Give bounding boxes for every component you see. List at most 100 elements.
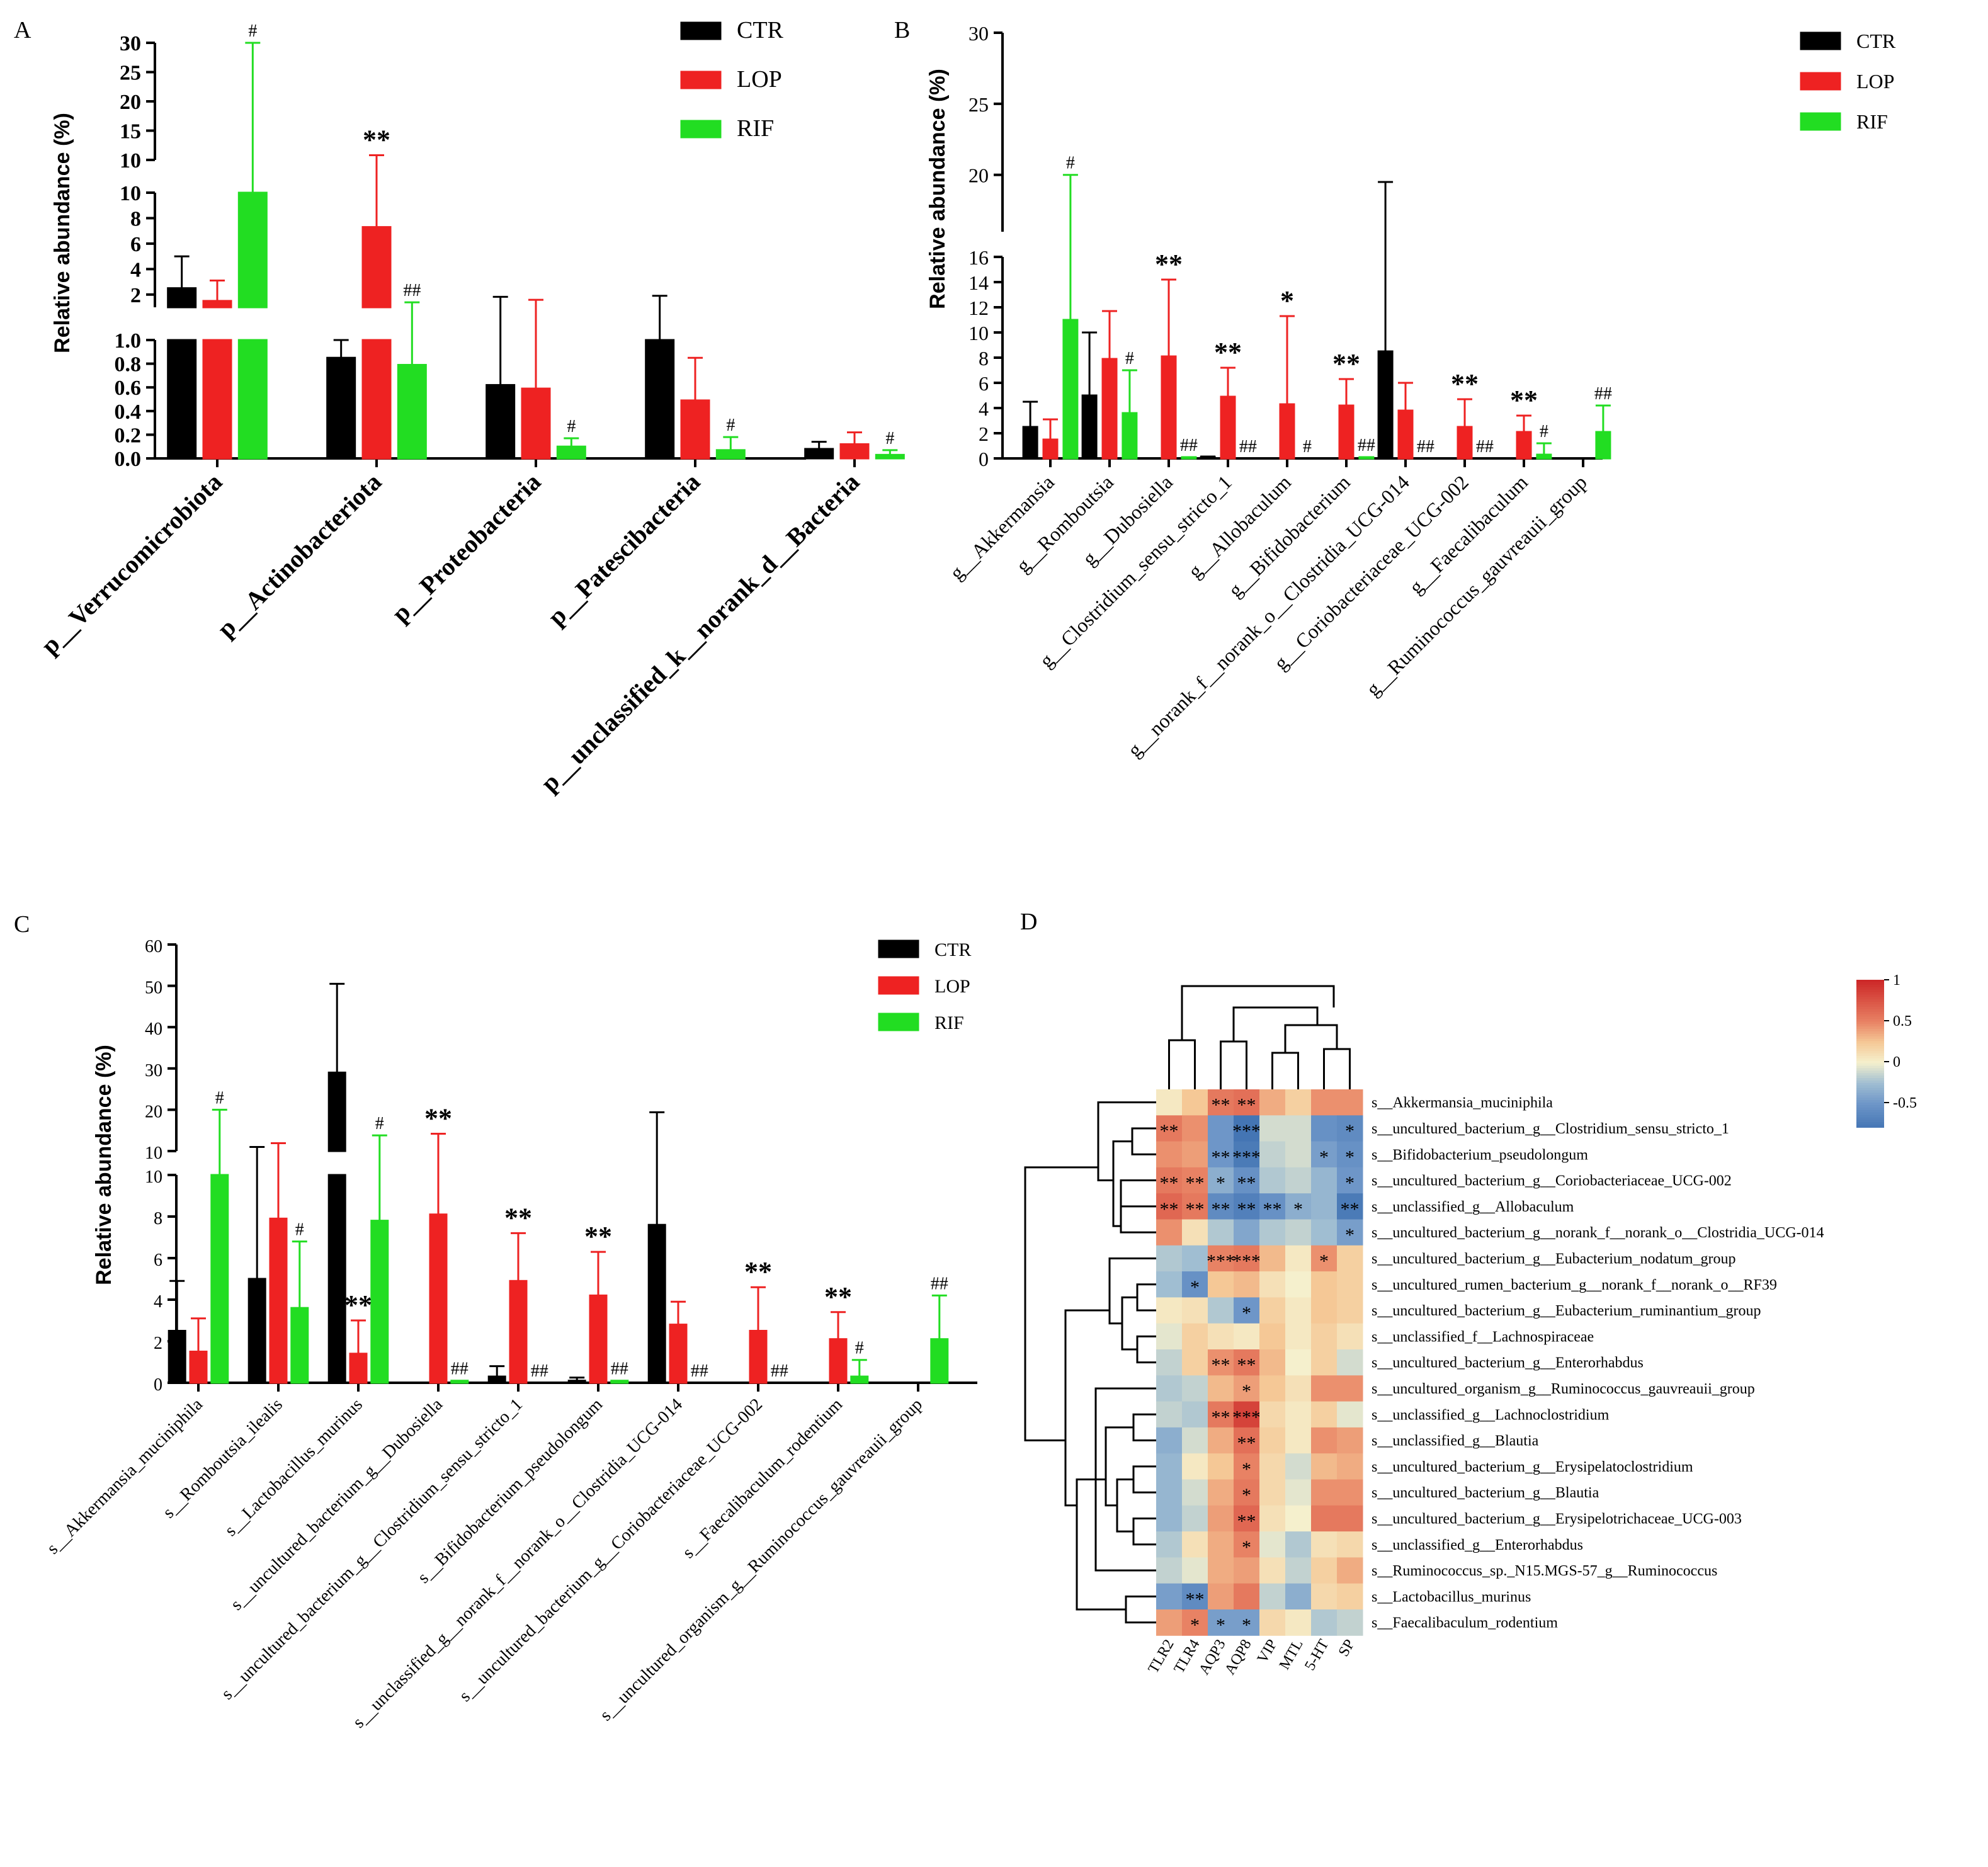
colorbar-band	[1856, 1014, 1884, 1018]
heatmap-cell	[1259, 1557, 1286, 1584]
colorbar-tick-label: -0.5	[1893, 1095, 1917, 1111]
heatmap-cell	[1208, 1505, 1234, 1532]
heatmap-cell	[1208, 1531, 1234, 1558]
bar-rif	[1062, 319, 1079, 460]
y-tick-label: 4	[979, 397, 989, 420]
bar-ctr	[567, 1380, 586, 1384]
colorbar-band	[1856, 1016, 1884, 1020]
heatmap-row-label: s__uncultured_bacterium_g__Eubacterium_r…	[1372, 1303, 1761, 1319]
legend-swatch-lop	[680, 71, 722, 89]
heatmap-cell	[1182, 1089, 1208, 1116]
bar-ctr	[1081, 394, 1098, 460]
heatmap-cell	[1156, 1271, 1183, 1298]
heatmap-cell	[1208, 1427, 1234, 1454]
heatmap-cell	[1337, 1583, 1363, 1610]
heatmap-cell	[1208, 1479, 1234, 1506]
bar-lop	[349, 1353, 368, 1384]
heatmap-row-label: s__unclassified_g__Allobaculum	[1372, 1199, 1574, 1215]
colorbar-band	[1856, 1026, 1884, 1030]
y-tick-label: 2	[130, 284, 141, 307]
heatmap-significance: **	[1341, 1199, 1360, 1220]
colorbar-band	[1856, 1075, 1884, 1079]
significance-mark: #	[375, 1114, 384, 1133]
heatmap-cell	[1311, 1167, 1338, 1194]
significance-mark: **	[363, 125, 390, 156]
significance-mark: ##	[611, 1359, 628, 1379]
bar-lop	[839, 443, 870, 460]
heatmap-cell	[1182, 1583, 1208, 1610]
significance-mark: **	[1214, 337, 1242, 368]
heatmap-cell	[1182, 1453, 1208, 1480]
heatmap-significance: *	[1190, 1277, 1200, 1298]
heatmap-significance: **	[1212, 1199, 1230, 1220]
colorbar-band	[1856, 980, 1884, 983]
bar-ctr	[1377, 350, 1394, 460]
legend-label-lop: LOP	[737, 66, 782, 93]
colorbar-band	[1856, 1117, 1884, 1121]
heatmap-row-label: s__uncultured_bacterium_g__Erysipelatocl…	[1372, 1459, 1693, 1475]
heatmap-cell	[1259, 1609, 1286, 1636]
heatmap-cell	[1311, 1115, 1338, 1142]
colorbar-band	[1856, 1011, 1884, 1015]
y-tick-label: 40	[145, 1019, 162, 1039]
colorbar-band	[1856, 989, 1884, 993]
heatmap-cell	[1259, 1375, 1286, 1402]
y-tick-label: 2	[154, 1334, 162, 1353]
colorbar-band	[1856, 1107, 1884, 1111]
heatmap-cell	[1208, 1557, 1234, 1584]
colorbar-band	[1856, 1085, 1884, 1089]
bar-rif	[1358, 456, 1375, 460]
significance-mark: #	[1125, 349, 1134, 368]
heatmap-cell	[1337, 1505, 1363, 1532]
row-dendrogram-branch	[1097, 1101, 1156, 1182]
colorbar-band	[1856, 1073, 1884, 1077]
heatmap-cell	[1182, 1245, 1208, 1272]
legend-swatch-lop	[1800, 72, 1841, 91]
y-tick-label: 0	[979, 448, 989, 470]
bar-lop	[269, 1217, 288, 1384]
bar-lop	[1457, 426, 1473, 460]
heatmap-cell	[1156, 1115, 1183, 1142]
heatmap-significance: *	[1242, 1537, 1251, 1558]
heatmap-row-label: s__unclassified_g__Blautia	[1372, 1433, 1539, 1450]
bar-rif	[237, 339, 268, 460]
heatmap-cell	[1234, 1557, 1260, 1584]
significance-mark: **	[504, 1202, 532, 1233]
colorbar-band	[1856, 1021, 1884, 1025]
colorbar-band	[1856, 1038, 1884, 1042]
legend-swatch-lop	[878, 976, 919, 995]
significance-mark: #	[215, 1088, 224, 1108]
heatmap-cell	[1259, 1401, 1286, 1428]
heatmap-cell	[1311, 1349, 1338, 1376]
heatmap-cell	[1208, 1193, 1234, 1220]
heatmap-significance: **	[1160, 1121, 1179, 1142]
heatmap-cell	[1234, 1323, 1260, 1350]
bar-lop	[202, 339, 232, 460]
legend-label-ctr: CTR	[1856, 30, 1896, 52]
heatmap-cell	[1259, 1427, 1286, 1454]
bar-lop	[829, 1338, 848, 1384]
heatmap-cell	[1311, 1193, 1338, 1220]
bar-rif	[1181, 456, 1197, 460]
colorbar-band	[1856, 1019, 1884, 1023]
heatmap-cell	[1234, 1531, 1260, 1558]
heatmap-significance: *	[1319, 1147, 1329, 1167]
heatmap-significance: **	[1237, 1199, 1256, 1220]
heatmap-significance: **	[1186, 1589, 1205, 1609]
heatmap-cell	[1208, 1349, 1234, 1376]
panel-letter: B	[894, 17, 910, 43]
heatmap-cell	[1156, 1375, 1183, 1402]
heatmap-cell	[1208, 1245, 1234, 1272]
bar-rif	[237, 191, 268, 309]
heatmap-significance: **	[1160, 1199, 1179, 1220]
heatmap-cell	[1311, 1427, 1338, 1454]
significance-mark: ##	[1476, 437, 1494, 457]
row-dendrogram-branch	[1108, 1257, 1156, 1325]
colorbar-band	[1856, 1036, 1884, 1040]
heatmap-cell	[1285, 1193, 1312, 1220]
heatmap-cell	[1156, 1219, 1183, 1246]
heatmap-row-label: s__unclassified_f__Lachnospiraceae	[1372, 1329, 1594, 1345]
heatmap-cell	[1259, 1245, 1286, 1272]
heatmap-cell	[1156, 1453, 1183, 1480]
heatmap-cell	[1156, 1427, 1183, 1454]
